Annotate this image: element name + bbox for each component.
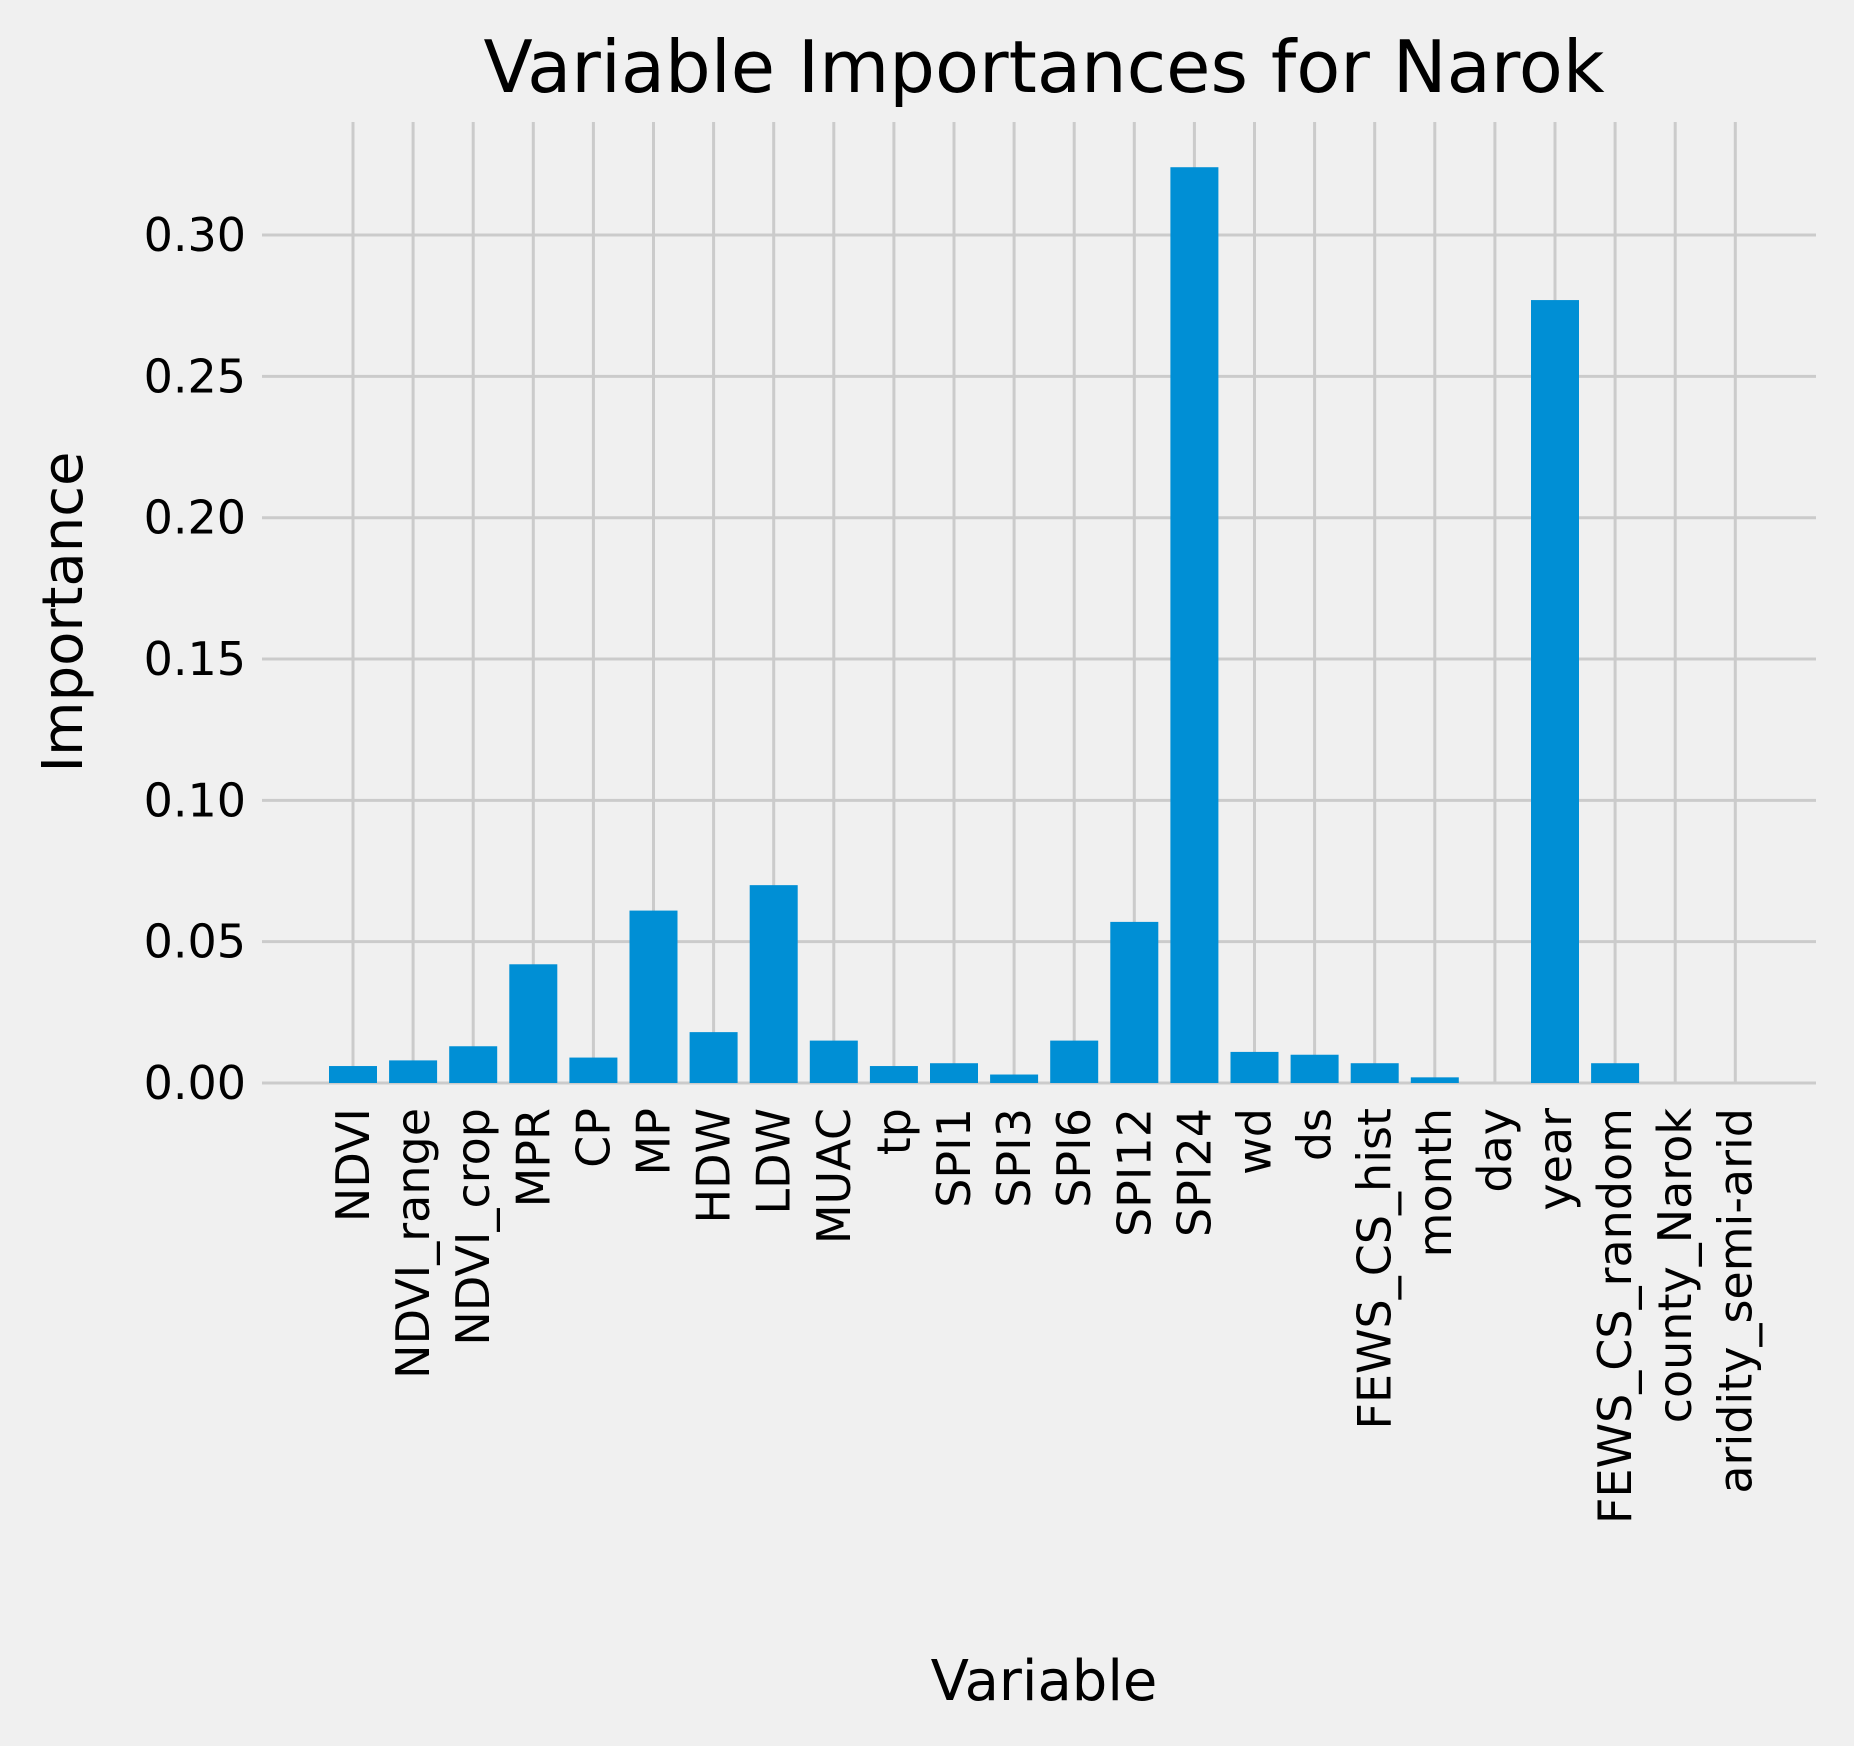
y-tick-labels: 0.00 0.05 0.10 0.15 0.20 0.25 0.30 [144, 208, 246, 1110]
y-axis-label: Importance [31, 452, 96, 773]
x-tick-label: SPI6 [1047, 1108, 1101, 1208]
x-tick-label: MUAC [807, 1108, 861, 1244]
bar-FEWS_CS_random [1591, 1063, 1640, 1083]
bar-SPI12 [1110, 921, 1159, 1083]
bar-CP [569, 1057, 618, 1083]
x-tick-label: tp [867, 1108, 921, 1155]
bars [329, 167, 1640, 1084]
x-tick-label: county_Narok [1648, 1108, 1702, 1424]
bar-SPI6 [1050, 1040, 1099, 1083]
x-tick-label: LDW [747, 1108, 801, 1215]
bar-MP [629, 910, 678, 1083]
x-tick-label: aridity_semi-arid [1708, 1108, 1762, 1494]
x-tick-label: NDVI [326, 1108, 380, 1222]
chart-title: Variable Importances for Narok [483, 25, 1604, 109]
bar-HDW [689, 1032, 738, 1083]
bar-NDVI_range [389, 1060, 438, 1083]
x-tick-label: ds [1288, 1108, 1342, 1161]
bar-SPI24 [1170, 167, 1219, 1084]
bar-year [1531, 300, 1579, 1084]
x-tick-label: SPI3 [987, 1108, 1041, 1208]
bar-MUAC [809, 1040, 858, 1083]
bar-FEWS_CS_hist [1350, 1063, 1399, 1083]
x-tick-label: SPI1 [927, 1108, 981, 1208]
x-tick-label: HDW [687, 1108, 741, 1224]
x-tick-label: year [1528, 1108, 1582, 1211]
bar-LDW [749, 885, 798, 1083]
x-tick-label: NDVI_range [386, 1108, 440, 1379]
y-tick-label: 0.30 [144, 208, 246, 262]
x-tick-label: MPR [506, 1108, 560, 1207]
x-tick-label: wd [1228, 1108, 1282, 1175]
bar-NDVI_crop [449, 1046, 498, 1083]
bar-SPI1 [930, 1063, 978, 1083]
x-axis-label: Variable [931, 1649, 1158, 1714]
y-tick-label: 0.25 [144, 349, 246, 403]
y-tick-label: 0.05 [144, 915, 246, 969]
y-tick-label: 0.20 [144, 491, 246, 545]
x-tick-label: SPI12 [1107, 1108, 1161, 1237]
x-tick-label: NDVI_crop [446, 1108, 500, 1346]
bar-MPR [509, 964, 558, 1083]
y-tick-label: 0.10 [144, 773, 246, 827]
x-tick-label: FEWS_CS_hist [1348, 1108, 1402, 1429]
y-tick-label: 0.15 [144, 632, 246, 686]
bar-NDVI [329, 1066, 377, 1083]
bar-month [1410, 1077, 1459, 1083]
x-tick-label: SPI24 [1167, 1108, 1221, 1237]
x-tick-label: MP [627, 1108, 681, 1175]
x-tick-label: CP [566, 1108, 620, 1168]
bar-wd [1230, 1051, 1279, 1083]
bar-SPI3 [990, 1074, 1039, 1083]
bar-tp [869, 1066, 918, 1083]
x-tick-label: month [1408, 1108, 1462, 1257]
x-tick-labels: NDVI NDVI_range NDVI_crop MPR CP MP HDW LDW MUAC… [326, 1108, 1762, 1524]
x-tick-label: day [1468, 1108, 1522, 1193]
y-tick-label: 0.00 [144, 1056, 246, 1110]
x-tick-label: FEWS_CS_random [1588, 1108, 1642, 1524]
bar-ds [1290, 1054, 1339, 1083]
